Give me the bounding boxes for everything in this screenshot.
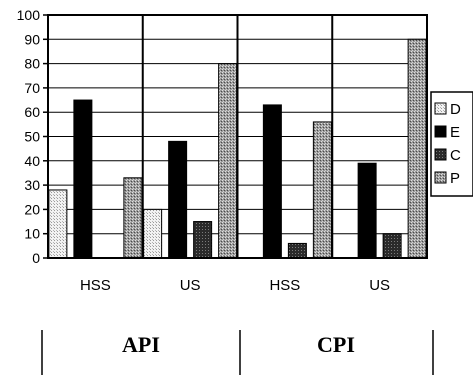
axes (43, 14, 428, 259)
legend-label: P (450, 170, 460, 187)
legend-swatch-e (434, 125, 447, 138)
y-tick-label: 20 (24, 201, 40, 217)
bar-p-3 (407, 38, 427, 259)
bar-e-1 (168, 140, 188, 259)
bar-p-1 (218, 63, 238, 259)
y-tick-label: 50 (24, 129, 40, 145)
y-tick-label: 10 (24, 226, 40, 242)
bar-e-3 (357, 162, 377, 259)
category-dividers (141, 15, 334, 258)
bars (48, 38, 427, 259)
bar-c-2 (287, 242, 307, 259)
plot-frame (47, 14, 428, 259)
bar-d-1 (143, 208, 163, 259)
y-tick-label: 0 (32, 250, 40, 266)
bar-e-2 (262, 104, 282, 259)
bar-p-2 (312, 121, 332, 259)
legend-label: D (450, 101, 461, 118)
group-label: API (122, 332, 160, 357)
y-tick-label: 90 (24, 31, 40, 47)
legend-swatch-c (434, 148, 447, 161)
x-tick-label: US (180, 277, 201, 294)
bar-d-0 (48, 189, 68, 259)
y-tick-label: 80 (24, 56, 40, 72)
y-tick-label: 30 (24, 177, 40, 193)
legend-label: E (450, 124, 460, 141)
y-tick-label: 60 (24, 104, 40, 120)
x-tick-label: US (369, 277, 390, 294)
x-tick-labels: HSS US HSS US (80, 277, 390, 294)
group-label: CPI (317, 332, 355, 357)
y-tick-labels: 0 10 20 30 40 50 60 70 80 90 100 (17, 7, 41, 266)
y-tick-label: 100 (17, 7, 41, 23)
bar-c-1 (193, 221, 213, 259)
x-tick-label: HSS (269, 277, 300, 294)
group-label-row: API CPI (41, 330, 434, 375)
bar-p-0 (123, 177, 143, 259)
legend-label: C (450, 147, 461, 164)
x-tick-label: HSS (80, 277, 111, 294)
bar-c-3 (382, 233, 402, 259)
y-tick-label: 40 (24, 153, 40, 169)
y-tick-label: 70 (24, 80, 40, 96)
bar-e-0 (73, 99, 93, 259)
legend-swatch-d (434, 102, 447, 115)
legend-swatch-p (434, 171, 447, 184)
